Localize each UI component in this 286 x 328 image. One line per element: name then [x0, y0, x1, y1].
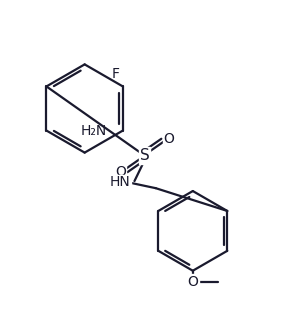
Text: F: F	[112, 67, 120, 81]
Text: O: O	[163, 132, 174, 146]
Text: O: O	[115, 165, 126, 179]
Text: O: O	[187, 275, 198, 289]
Text: H₂N: H₂N	[81, 124, 107, 137]
Text: S: S	[140, 148, 149, 163]
Text: HN: HN	[110, 175, 130, 190]
